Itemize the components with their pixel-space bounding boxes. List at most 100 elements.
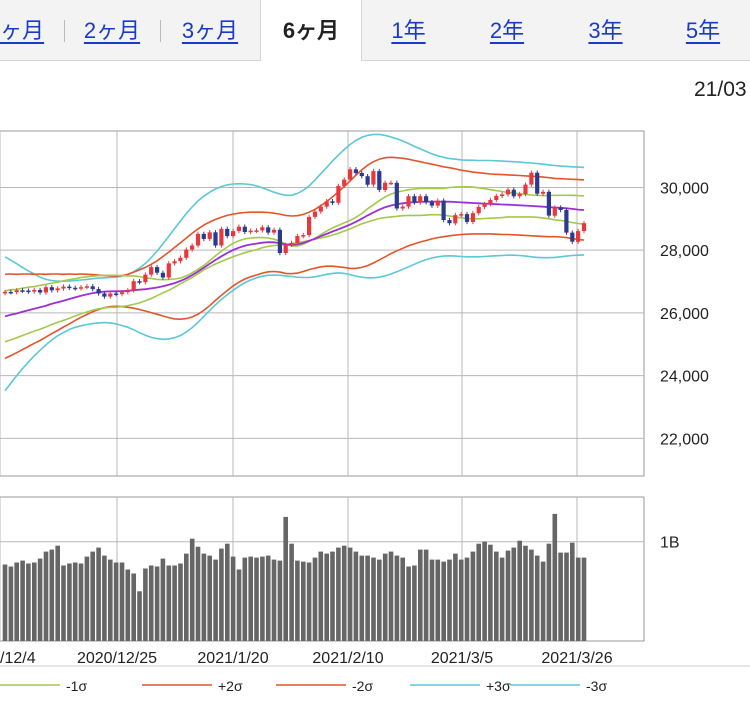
volume-bar (154, 566, 160, 641)
volume-bar (470, 551, 476, 641)
candle-body (523, 184, 528, 194)
band-line--1sigma (4, 213, 585, 343)
volume-bar (330, 551, 335, 641)
candle-body (470, 213, 475, 222)
candle-body (511, 189, 516, 197)
candle-body (541, 191, 546, 194)
tab-5-years[interactable]: 5年 (653, 0, 750, 60)
candle-body (505, 189, 511, 195)
candle-body (96, 289, 101, 294)
candle-body (49, 287, 54, 291)
volume-bar (336, 547, 341, 641)
tab-2-months[interactable]: 2ヶ月 (64, 0, 160, 60)
candle-body (581, 223, 587, 231)
tab-1-year[interactable]: 1年 (361, 0, 456, 60)
volume-bar (318, 551, 324, 641)
candle-body (295, 236, 300, 243)
volume-bar (476, 543, 481, 641)
tab-1-month[interactable]: 1ヶ月 (0, 0, 64, 60)
tab-label: 5年 (685, 18, 721, 43)
candle-body (38, 290, 43, 293)
candle-body (67, 286, 72, 289)
candle-body (195, 233, 201, 246)
candle-body (435, 200, 440, 206)
tab-2-years[interactable]: 2年 (456, 0, 558, 60)
volume-bar (265, 555, 271, 641)
candle-body (406, 196, 411, 207)
volume-bar (277, 560, 283, 641)
candle-body (429, 202, 434, 206)
candle-body (155, 267, 160, 273)
price-axis-labels: 22,000 24,000 26,000 28,000 30,000 1B (660, 180, 709, 551)
candle-body (231, 231, 236, 237)
candle-body (266, 227, 271, 233)
volume-bar (441, 561, 446, 641)
candle-body (160, 272, 165, 278)
candle-body (388, 182, 394, 185)
candle-body (418, 196, 423, 203)
candle-body (494, 195, 499, 200)
date-label: 21/03 (694, 78, 747, 101)
band-line-plus1-sigma (4, 186, 585, 292)
volume-bar (575, 557, 581, 641)
candle-body (289, 243, 294, 245)
volume-bar (20, 560, 25, 641)
volume-bar (558, 552, 563, 641)
candle-body (125, 290, 130, 293)
candle-body (500, 194, 505, 196)
volume-bar (137, 591, 142, 641)
volume-bar (505, 550, 511, 641)
volume-bar (201, 553, 207, 641)
volume-bar (102, 555, 107, 641)
volume-bar (131, 573, 136, 641)
volume-bar (143, 568, 148, 641)
candle-body (114, 293, 119, 295)
candle-body (166, 263, 171, 278)
candle-body (242, 226, 247, 232)
candle-body (529, 172, 534, 185)
candle-body (453, 215, 458, 224)
volume-bar (207, 555, 212, 641)
volume-bar (301, 561, 306, 641)
volume-bar (324, 553, 329, 641)
tab-separator (64, 20, 65, 42)
legend-label: -1σ (66, 678, 87, 694)
candle-body (55, 288, 60, 291)
candle-body (236, 226, 241, 232)
volume-bar (494, 551, 499, 641)
candle-body (312, 211, 318, 217)
volume-bar (230, 556, 236, 641)
volume-bar (2, 564, 8, 641)
volume-bar (552, 513, 558, 641)
candle-body (26, 290, 31, 293)
tab-separator (160, 20, 161, 42)
tab-3-months[interactable]: 3ヶ月 (160, 0, 260, 60)
tab-label: 2年 (489, 18, 525, 43)
volume-bar (289, 543, 294, 641)
volume-bar (84, 556, 90, 641)
date-tick-label: 2021/1/20 (197, 650, 268, 667)
date-tick-label: 2020/12/25 (77, 650, 157, 667)
volume-bar (400, 557, 405, 641)
candle-body (383, 182, 388, 190)
candle-body (412, 196, 417, 203)
volume-bar (394, 555, 400, 641)
volume-bar (570, 542, 575, 641)
volume-bar (271, 559, 277, 641)
tab-6-months[interactable]: 6ヶ月 (260, 0, 362, 61)
volume-bar (37, 558, 43, 641)
candle-body (365, 176, 370, 185)
candle-body (482, 204, 487, 207)
candle-body (546, 191, 551, 216)
price-tick-label: 24,000 (660, 369, 709, 386)
volume-bar (517, 540, 522, 641)
volume-bar (453, 553, 458, 641)
candle-body (447, 220, 452, 224)
date-tick-label: 2020/12/4 (0, 650, 36, 667)
candle-body (271, 229, 277, 233)
volume-bar (406, 566, 411, 641)
volume-bar (67, 563, 72, 641)
candle-body (377, 171, 382, 190)
volume-bar (148, 565, 154, 641)
tab-3-years[interactable]: 3年 (558, 0, 653, 60)
